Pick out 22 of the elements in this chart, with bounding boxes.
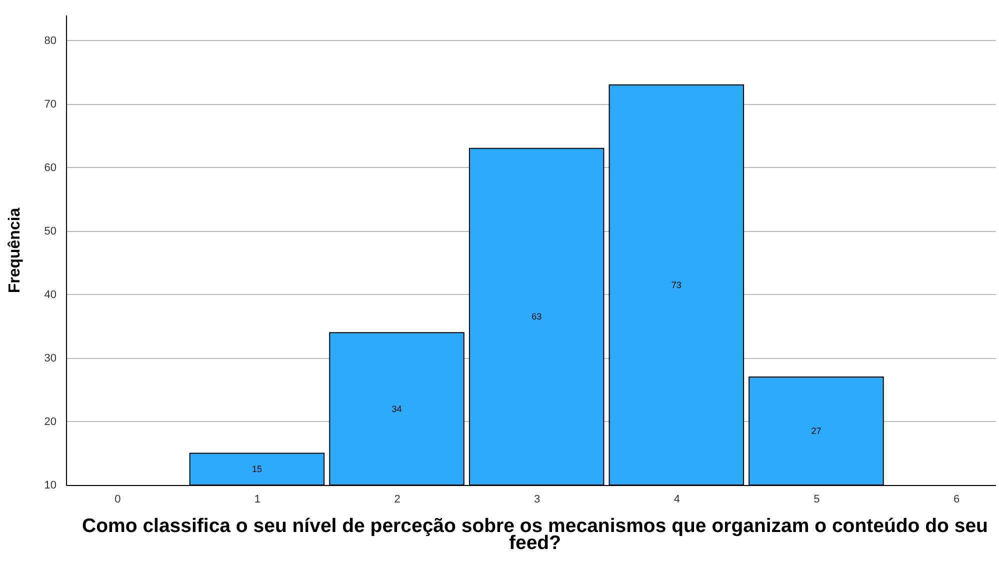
y-tick-label: 80 [44, 34, 56, 47]
data-label: 15 [252, 464, 262, 474]
y-tick-label: 10 [44, 480, 56, 492]
y-axis-title: Frequência [6, 208, 24, 294]
y-tick-label: 60 [44, 162, 56, 174]
data-label: 27 [811, 426, 822, 436]
x-tick-label: 5 [814, 494, 820, 506]
x-tick-label: 4 [674, 494, 680, 506]
y-tick-label: 30 [44, 352, 56, 364]
x-tick-label: 3 [534, 494, 540, 506]
x-tick-label: 0 [114, 494, 121, 506]
data-label: 34 [392, 404, 402, 414]
x-tick-label: 1 [254, 494, 261, 506]
y-tick-label: 40 [44, 288, 56, 301]
y-tick-label: 20 [44, 416, 56, 428]
data-label: 63 [532, 312, 542, 322]
y-tick-label: 50 [44, 225, 56, 238]
x-tick-label: 2 [394, 494, 400, 506]
x-axis-title: Como classifica o seu nível de perceção sobre os mecanismos que organizam o conteúdo do seu feed? [81, 515, 989, 554]
data-label: 73 [671, 280, 682, 290]
x-tick-label: 6 [953, 494, 960, 506]
y-tick-label: 70 [44, 98, 56, 110]
